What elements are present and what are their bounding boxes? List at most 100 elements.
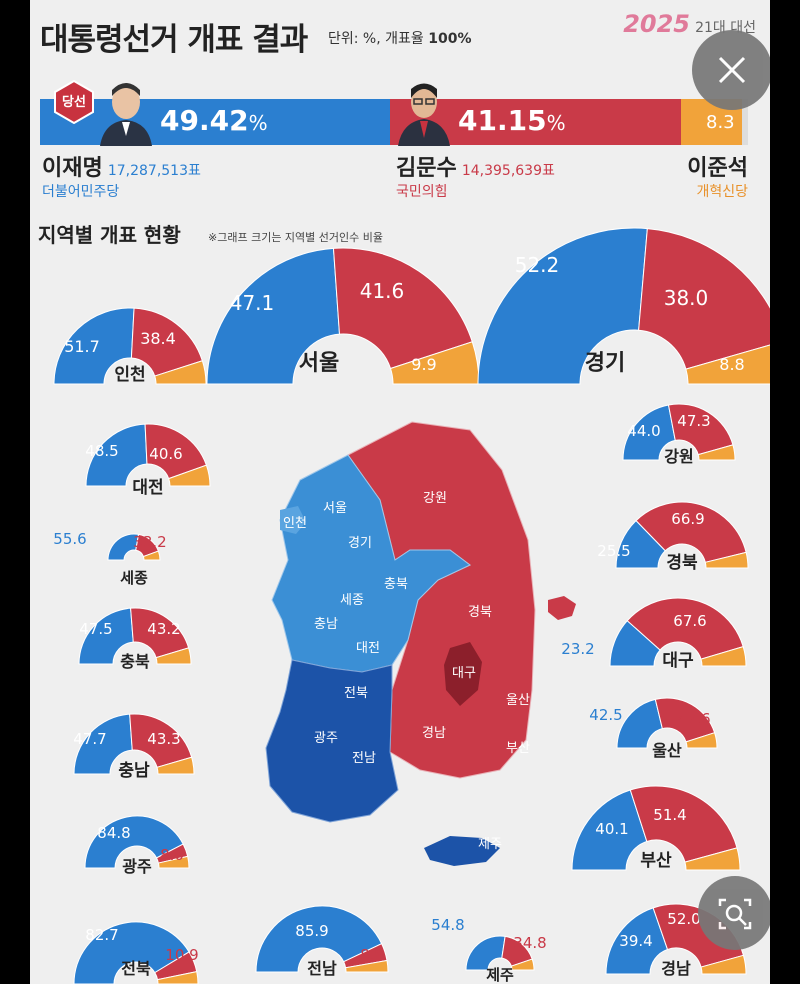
map-label-12: 광주 bbox=[314, 731, 338, 746]
gauge-value-blue: 39.4 bbox=[619, 932, 652, 950]
unit-label: 단위: %, 개표율 bbox=[328, 31, 424, 47]
candidate-lee: 이재명 17,287,513표 bbox=[42, 150, 201, 182]
gauge-segment-red bbox=[638, 228, 770, 370]
map-region-center bbox=[271, 454, 471, 673]
gauge-segment-red bbox=[667, 403, 734, 456]
gauge-15: 부산 40.1 51.4 bbox=[571, 785, 741, 871]
gauge-value-red: 47.6 bbox=[677, 710, 710, 728]
reform-percent: 8.3 bbox=[706, 112, 735, 133]
image-search-icon bbox=[718, 898, 752, 930]
gauge-segment-red bbox=[635, 501, 747, 563]
gauge-segment-orange bbox=[389, 341, 480, 385]
gauge-0: 서울 47.1 41.6 9.9 bbox=[206, 247, 480, 385]
gauge-2: 인천 51.7 38.4 bbox=[53, 307, 207, 385]
gauge-segment-orange bbox=[156, 971, 199, 984]
gauge-value-blue: 48.5 bbox=[85, 442, 118, 460]
gauge-name: 전남 bbox=[307, 959, 337, 978]
map-label-6: 충남 bbox=[314, 617, 338, 632]
gauge-value-red: 33.2 bbox=[133, 533, 166, 551]
gauge-value-red: 10.9 bbox=[165, 946, 198, 964]
gauge-value-blue: 85.9 bbox=[295, 922, 328, 940]
gauge-14: 울산 42.5 47.6 bbox=[589, 697, 718, 760]
gauge-segment-blue bbox=[73, 713, 133, 775]
gauge-segment-orange bbox=[700, 954, 747, 975]
map-label-13: 경남 bbox=[422, 726, 446, 741]
section-title: 지역별 개표 현황 bbox=[38, 223, 181, 247]
map-label-4: 충북 bbox=[384, 577, 408, 592]
gauge-segment-orange bbox=[345, 959, 389, 973]
page-title: 대통령선거 개표 결과 bbox=[40, 22, 308, 58]
gauge-name: 울산 bbox=[652, 741, 682, 760]
gauge-segment-red bbox=[626, 597, 744, 660]
gauge-segment-blue bbox=[85, 423, 148, 487]
gauge-value-blue: 40.1 bbox=[595, 820, 628, 838]
gauge-segment-orange bbox=[685, 344, 770, 385]
map-region-southwest bbox=[265, 659, 399, 823]
close-icon bbox=[718, 56, 746, 84]
gauge-12: 경북 25.5 66.9 bbox=[597, 501, 749, 573]
gauge-segment-red bbox=[129, 713, 193, 768]
gauge-segment-orange bbox=[155, 647, 192, 665]
map-label-9: 대구 bbox=[452, 666, 476, 681]
map-label-14: 전남 bbox=[352, 751, 376, 766]
gauge-segment-orange bbox=[156, 756, 195, 775]
region-gauges: 서울 47.1 41.6 9.9 경기 52.2 38.0 8.8 인천 51.7 38.4 대전 48… bbox=[53, 227, 770, 984]
gauge-value-blue: 47.7 bbox=[73, 730, 106, 748]
map-label-0: 서울 bbox=[323, 501, 347, 516]
gauge-value-blue: 54.8 bbox=[431, 916, 464, 934]
map-label-3: 강원 bbox=[423, 491, 447, 506]
map-region-jeju bbox=[424, 836, 500, 866]
gauge-segment-orange bbox=[697, 444, 736, 461]
candidate-votes: 14,395,639표 bbox=[461, 163, 555, 179]
gauge-segment-orange bbox=[684, 847, 741, 871]
gauge-segment-blue bbox=[477, 227, 648, 385]
gauge-5: 충북 47.5 43.2 bbox=[78, 607, 192, 671]
democratic-percent: 49.42% bbox=[160, 104, 268, 137]
gauge-value-red: 52.0 bbox=[667, 910, 700, 928]
candidate-votes: 17,287,513표 bbox=[107, 163, 201, 179]
gauge-segment-red bbox=[629, 785, 738, 863]
gauge-value-blue: 47.5 bbox=[79, 620, 112, 638]
gauge-name: 서울 bbox=[299, 351, 339, 376]
gauge-name: 전북 bbox=[121, 959, 151, 978]
lens-search-button[interactable] bbox=[698, 876, 770, 950]
gauge-segment-blue bbox=[465, 935, 506, 971]
gauge-segment-orange bbox=[704, 551, 749, 569]
map-label-1: 인천 bbox=[283, 516, 307, 531]
gauge-segment-blue bbox=[78, 607, 134, 665]
map-region-ulleung bbox=[548, 596, 576, 620]
map-label-2: 경기 bbox=[348, 536, 372, 551]
gauge-1: 경기 52.2 38.0 8.8 bbox=[477, 227, 770, 385]
gauge-value-red: 38.0 bbox=[664, 286, 709, 310]
gauge-name: 강원 bbox=[664, 447, 693, 466]
brand-year: 2025 bbox=[623, 10, 690, 38]
gauge-segment-orange bbox=[700, 645, 747, 667]
gauge-name: 부산 bbox=[640, 851, 672, 871]
gauge-segment-orange bbox=[142, 550, 161, 561]
gauge-value-orange: 9.9 bbox=[411, 355, 436, 374]
gauge-name: 경남 bbox=[661, 959, 691, 978]
map-label-8: 경북 bbox=[468, 605, 492, 620]
gauge-segment-red bbox=[130, 307, 203, 377]
candidate-lee-js-name: 이준석 bbox=[687, 156, 748, 181]
gauge-segment-red bbox=[130, 607, 190, 659]
gauge-segment-blue bbox=[255, 905, 383, 973]
gauge-segment-orange bbox=[685, 732, 718, 749]
gauge-segment-red bbox=[332, 247, 473, 370]
gauge-value-red: 43.2 bbox=[147, 620, 180, 638]
candidate-portrait-lee bbox=[100, 83, 152, 146]
gauge-segment-blue bbox=[622, 404, 676, 461]
gauge-value-red: 8.0 bbox=[160, 846, 184, 864]
candidate-kim: 김문수 14,395,639표 bbox=[396, 150, 555, 182]
gauge-value-blue: 84.8 bbox=[97, 824, 130, 842]
gauge-segment-red bbox=[144, 423, 208, 480]
gauge-value-red: 41.6 bbox=[360, 279, 405, 303]
gauge-segment-blue bbox=[571, 789, 648, 871]
map-label-11: 울산 bbox=[506, 693, 530, 708]
map-region-daegu bbox=[444, 642, 482, 706]
gauge-value-blue: 47.1 bbox=[230, 291, 275, 315]
close-button[interactable] bbox=[692, 30, 770, 110]
